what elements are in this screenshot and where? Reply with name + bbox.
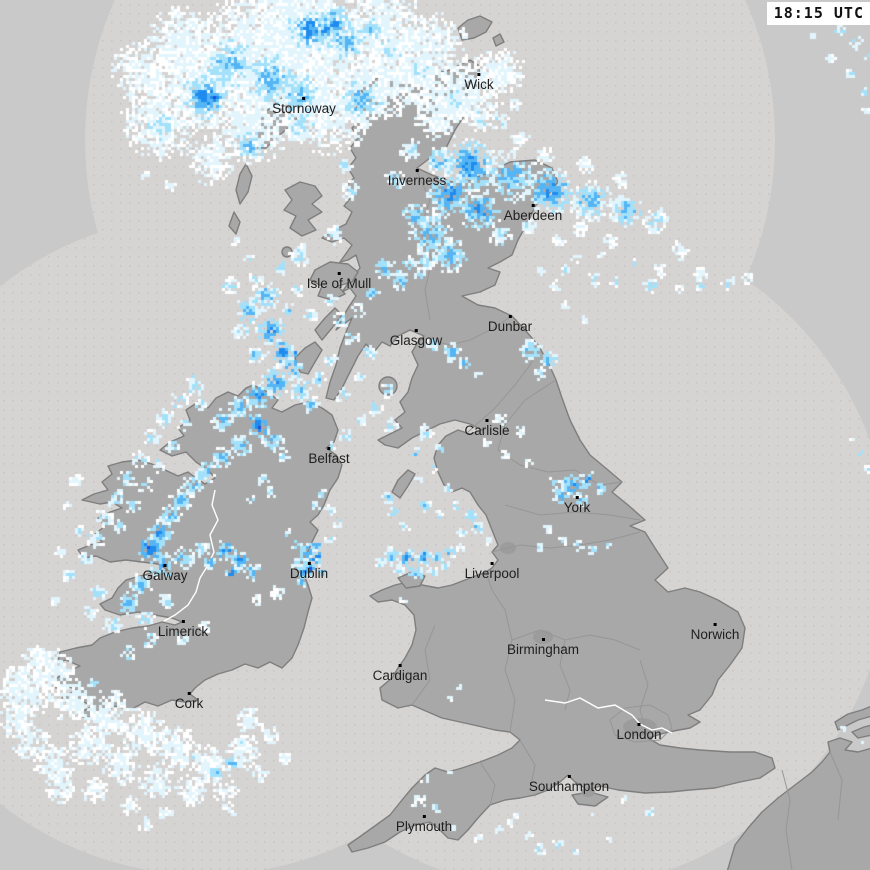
city-dot-icon [414,329,418,332]
city-label: Cork [174,696,204,711]
city-dot-icon [567,775,571,778]
city-label: Cardigan [372,668,428,683]
city-label: Stornoway [272,101,336,116]
city-dot-icon [713,623,717,626]
city-marker-cork: Cork [174,692,204,711]
city-marker-galway: Galway [142,564,188,583]
city-label: Dublin [289,566,329,581]
timestamp: 18:15 UTC [766,2,870,25]
city-label: Birmingham [506,642,580,657]
city-label: Dunbar [487,319,533,334]
city-label: Limerick [157,624,209,639]
city-dot-icon [163,564,167,567]
city-dot-icon [187,692,191,695]
city-marker-belfast: Belfast [308,447,350,466]
city-marker-dublin: Dublin [290,562,328,581]
city-label: Aberdeen [503,208,563,223]
city-marker-aberdeen: Aberdeen [503,204,563,223]
city-label: Inverness [387,173,447,188]
city-dot-icon [307,562,311,565]
city-marker-norwich: Norwich [690,623,740,642]
city-marker-isle-of-mull: Isle of Mull [306,272,372,291]
city-dot-icon [302,97,306,100]
city-marker-cardigan: Cardigan [372,664,428,683]
city-marker-birmingham: Birmingham [507,638,579,657]
city-label: Southampton [528,779,610,794]
city-dot-icon [508,315,512,318]
city-marker-carlisle: Carlisle [464,419,510,438]
city-marker-limerick: Limerick [158,620,208,639]
city-marker-wick: Wick [464,73,494,92]
city-dot-icon [531,204,535,207]
city-label: York [563,500,591,515]
city-dot-icon [485,419,489,422]
city-marker-glasgow: Glasgow [389,329,443,348]
city-label: Norwich [690,627,740,642]
city-dot-icon [398,664,402,667]
city-label: London [616,727,662,742]
city-marker-liverpool: Liverpool [464,562,520,581]
city-dot-icon [477,73,481,76]
city-label: Plymouth [395,819,453,834]
city-marker-dunbar: Dunbar [488,315,532,334]
city-label: Belfast [308,451,350,466]
city-marker-southampton: Southampton [529,775,609,794]
city-label: Carlisle [464,423,510,438]
city-marker-plymouth: Plymouth [396,815,452,834]
city-label: Glasgow [389,333,443,348]
city-marker-london: London [616,723,662,742]
city-dot-icon [637,723,641,726]
city-label: Galway [142,568,188,583]
city-label: Liverpool [464,566,520,581]
city-dot-icon [181,620,185,623]
city-dot-icon [490,562,494,565]
city-marker-york: York [563,496,591,515]
city-dot-icon [422,815,426,818]
city-marker-inverness: Inverness [387,169,447,188]
city-dot-icon [327,447,331,450]
city-dot-icon [575,496,579,499]
city-label: Wick [464,77,494,92]
city-label: Isle of Mull [306,276,372,291]
city-dot-icon [415,169,419,172]
city-dot-icon [541,638,545,641]
city-marker-stornoway: Stornoway [272,97,336,116]
city-dot-icon [337,272,341,275]
